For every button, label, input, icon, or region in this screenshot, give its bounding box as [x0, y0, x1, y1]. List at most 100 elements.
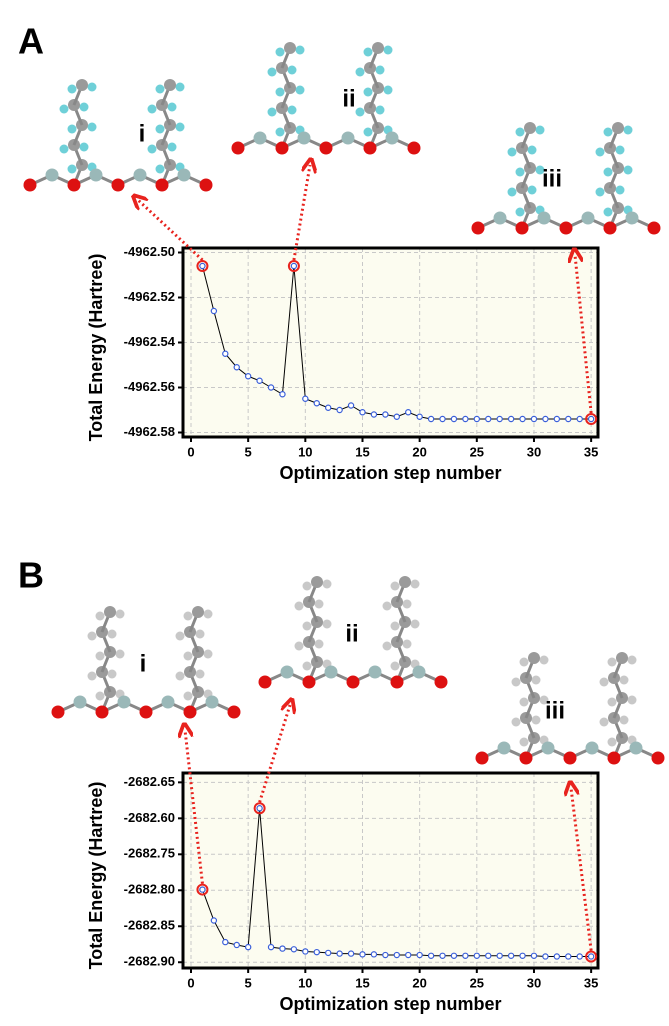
- atom: [390, 675, 404, 689]
- x-tick-label: 20: [412, 444, 426, 459]
- data-point: [359, 951, 366, 958]
- data-point: [313, 948, 320, 956]
- atom: [341, 131, 355, 145]
- atom: [541, 741, 555, 755]
- atom: [294, 641, 304, 651]
- atom: [155, 124, 165, 134]
- data-point: [199, 886, 206, 893]
- x-tick-label: 25: [470, 975, 484, 990]
- atom: [175, 671, 185, 681]
- atom: [585, 741, 599, 755]
- molecule: [471, 122, 661, 235]
- atom: [155, 84, 165, 94]
- structure-label: ii: [342, 85, 355, 112]
- atom: [563, 751, 577, 765]
- atom: [515, 127, 525, 137]
- data-point: [565, 953, 572, 960]
- atom: [302, 661, 312, 671]
- atom: [231, 141, 245, 155]
- atom: [95, 691, 105, 701]
- y-tick-label: -2682.75: [124, 846, 175, 861]
- y-tick-label: -2682.80: [124, 882, 175, 897]
- data-point: [553, 953, 561, 960]
- data-point: [439, 415, 446, 423]
- atom: [410, 579, 420, 589]
- highlight-ring: [196, 260, 209, 272]
- y-tick-label: -2682.60: [124, 810, 175, 825]
- atom: [295, 85, 305, 95]
- data-point: [576, 415, 583, 423]
- atom: [314, 599, 324, 609]
- atom: [267, 67, 277, 77]
- atom: [107, 669, 117, 679]
- atom: [45, 168, 59, 182]
- atom: [95, 705, 109, 719]
- atom: [616, 652, 628, 664]
- atom: [87, 671, 97, 681]
- data-point: [313, 400, 320, 407]
- atom: [284, 42, 296, 54]
- structure-label: i: [139, 120, 146, 147]
- structure-label: iii: [545, 697, 565, 724]
- atom: [314, 639, 324, 649]
- arrow: [571, 788, 593, 951]
- data-point: [302, 948, 309, 955]
- x-axis-label: Optimization step number: [279, 994, 501, 1014]
- atom: [559, 221, 573, 235]
- plot-frame: [181, 771, 600, 970]
- x-tick-label: 35: [584, 444, 598, 459]
- x-tick-label: 0: [187, 444, 194, 459]
- data-point: [302, 395, 309, 402]
- atom: [595, 187, 605, 197]
- highlight-ring: [585, 413, 598, 425]
- data-point: [267, 943, 275, 951]
- atom: [623, 165, 633, 175]
- data-point: [210, 307, 218, 315]
- atom: [363, 141, 377, 155]
- atom: [175, 122, 185, 132]
- data-point: [553, 415, 561, 423]
- atom: [535, 165, 545, 175]
- atom: [175, 82, 185, 92]
- data-point: [244, 943, 252, 951]
- atom: [95, 651, 105, 661]
- data-point: [450, 415, 458, 423]
- data-point: [473, 952, 481, 959]
- atom: [390, 661, 400, 671]
- atom: [294, 601, 304, 611]
- molecule: [23, 79, 213, 192]
- atom: [627, 695, 637, 705]
- atom: [383, 85, 393, 95]
- atom: [607, 657, 617, 667]
- atom: [287, 65, 297, 75]
- data-point: [222, 350, 229, 357]
- x-tick-label: 15: [355, 975, 369, 990]
- arrow: [292, 165, 310, 261]
- atom: [515, 221, 529, 235]
- y-tick-label: -2682.90: [124, 954, 175, 969]
- atom: [619, 715, 629, 725]
- atom: [471, 221, 485, 235]
- data-point: [427, 415, 435, 423]
- atom: [199, 178, 213, 192]
- atom: [346, 675, 360, 689]
- atom: [519, 751, 533, 765]
- atom: [164, 79, 176, 91]
- x-tick-label: 30: [527, 975, 541, 990]
- data-point: [462, 415, 469, 423]
- atom: [524, 122, 536, 134]
- atom: [627, 655, 637, 665]
- atom: [177, 168, 191, 182]
- atom: [302, 581, 312, 591]
- data-point: [233, 941, 240, 949]
- atom: [385, 131, 399, 145]
- highlight-ring: [287, 260, 300, 272]
- atom: [434, 675, 448, 689]
- highlight-ring: [585, 950, 598, 963]
- atom: [322, 579, 332, 589]
- x-tick-label: 25: [470, 444, 484, 459]
- atom: [539, 695, 549, 705]
- atom: [507, 187, 517, 197]
- data-point: [370, 951, 378, 958]
